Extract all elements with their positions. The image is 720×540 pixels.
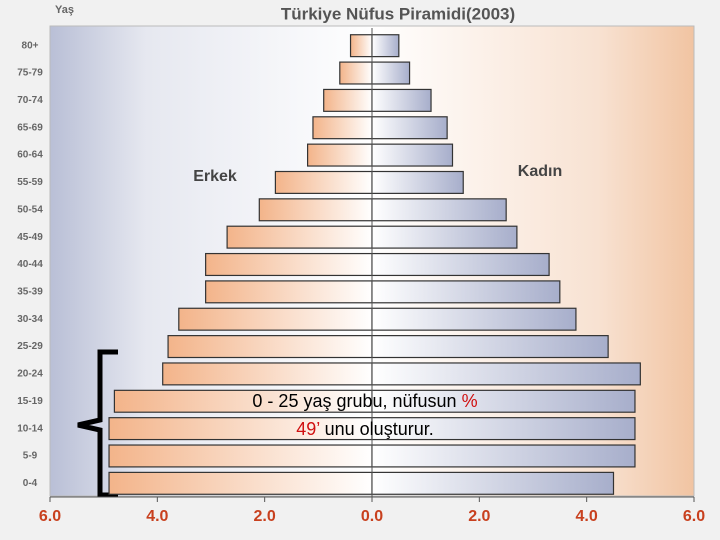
y-tick-label: 20-24 [17,369,43,380]
y-tick-label: 45-49 [17,232,43,243]
bar [371,362,641,386]
y-tick-label: 80+ [22,40,39,51]
y-tick-label: 50-54 [17,204,43,215]
bar [371,143,454,167]
annotation: 49’ unu oluşturur. [296,419,433,439]
bar [349,34,373,58]
x-tick-label: 4.0 [146,508,168,525]
y-tick-label: 15-19 [17,396,43,407]
y-tick-label: 40-44 [17,259,43,270]
bar [167,335,373,359]
bar [178,307,373,331]
x-tick-label: 6.0 [39,508,61,525]
x-tick-label: 2.0 [468,508,490,525]
annotation: 0 - 25 yaş grubu, nüfusun % [252,391,477,411]
annotation-part: % [462,391,478,411]
y-tick-label: 5-9 [23,451,38,462]
bar [339,61,373,85]
bar [307,143,373,167]
bar [312,116,373,140]
y-tick-label: 65-69 [17,122,43,133]
bar [371,34,400,58]
bar [162,362,373,386]
y-tick-label: 60-64 [17,150,43,161]
series-label: Erkek [193,168,237,185]
bar [371,170,464,194]
x-tick-label: 6.0 [683,508,705,525]
bar [108,444,373,468]
bar [323,88,373,112]
brace [77,349,118,498]
bar [258,198,373,222]
y-tick-label: 30-34 [17,314,43,325]
bar [371,444,636,468]
bar [226,225,373,249]
bar [371,252,550,277]
x-tick-label: 2.0 [254,508,276,525]
bar [371,116,448,140]
y-tick-label: 25-29 [17,341,43,352]
y-tick-label: 10-14 [17,423,43,434]
bar [371,61,411,85]
series-label: Kadın [518,163,562,180]
annotation-part: 49’ [296,419,319,439]
bar [371,88,432,112]
y-tick-label: 35-39 [17,286,43,297]
annotation-part: 0 - 25 yaş grubu, nüfusun [252,391,461,411]
chart-title: Türkiye Nüfus Piramidi(2003) [281,4,515,23]
bar [205,252,373,277]
y-tick-label: 0-4 [23,478,38,489]
x-tick-label: 4.0 [576,508,598,525]
y-tick-label: 70-74 [17,95,43,106]
bar [371,335,609,359]
y-tick-label: 75-79 [17,68,43,79]
bar [371,198,507,222]
bar [371,307,577,331]
x-tick-label: 0.0 [361,508,383,525]
bar [371,280,561,304]
bar [274,170,373,194]
annotation-part: unu oluşturur. [320,419,434,439]
y-axis-label: Yaş [55,4,74,16]
bar [371,225,518,249]
bar [205,280,373,304]
bar [108,471,373,495]
bar [371,471,615,495]
y-tick-label: 55-59 [17,177,43,188]
